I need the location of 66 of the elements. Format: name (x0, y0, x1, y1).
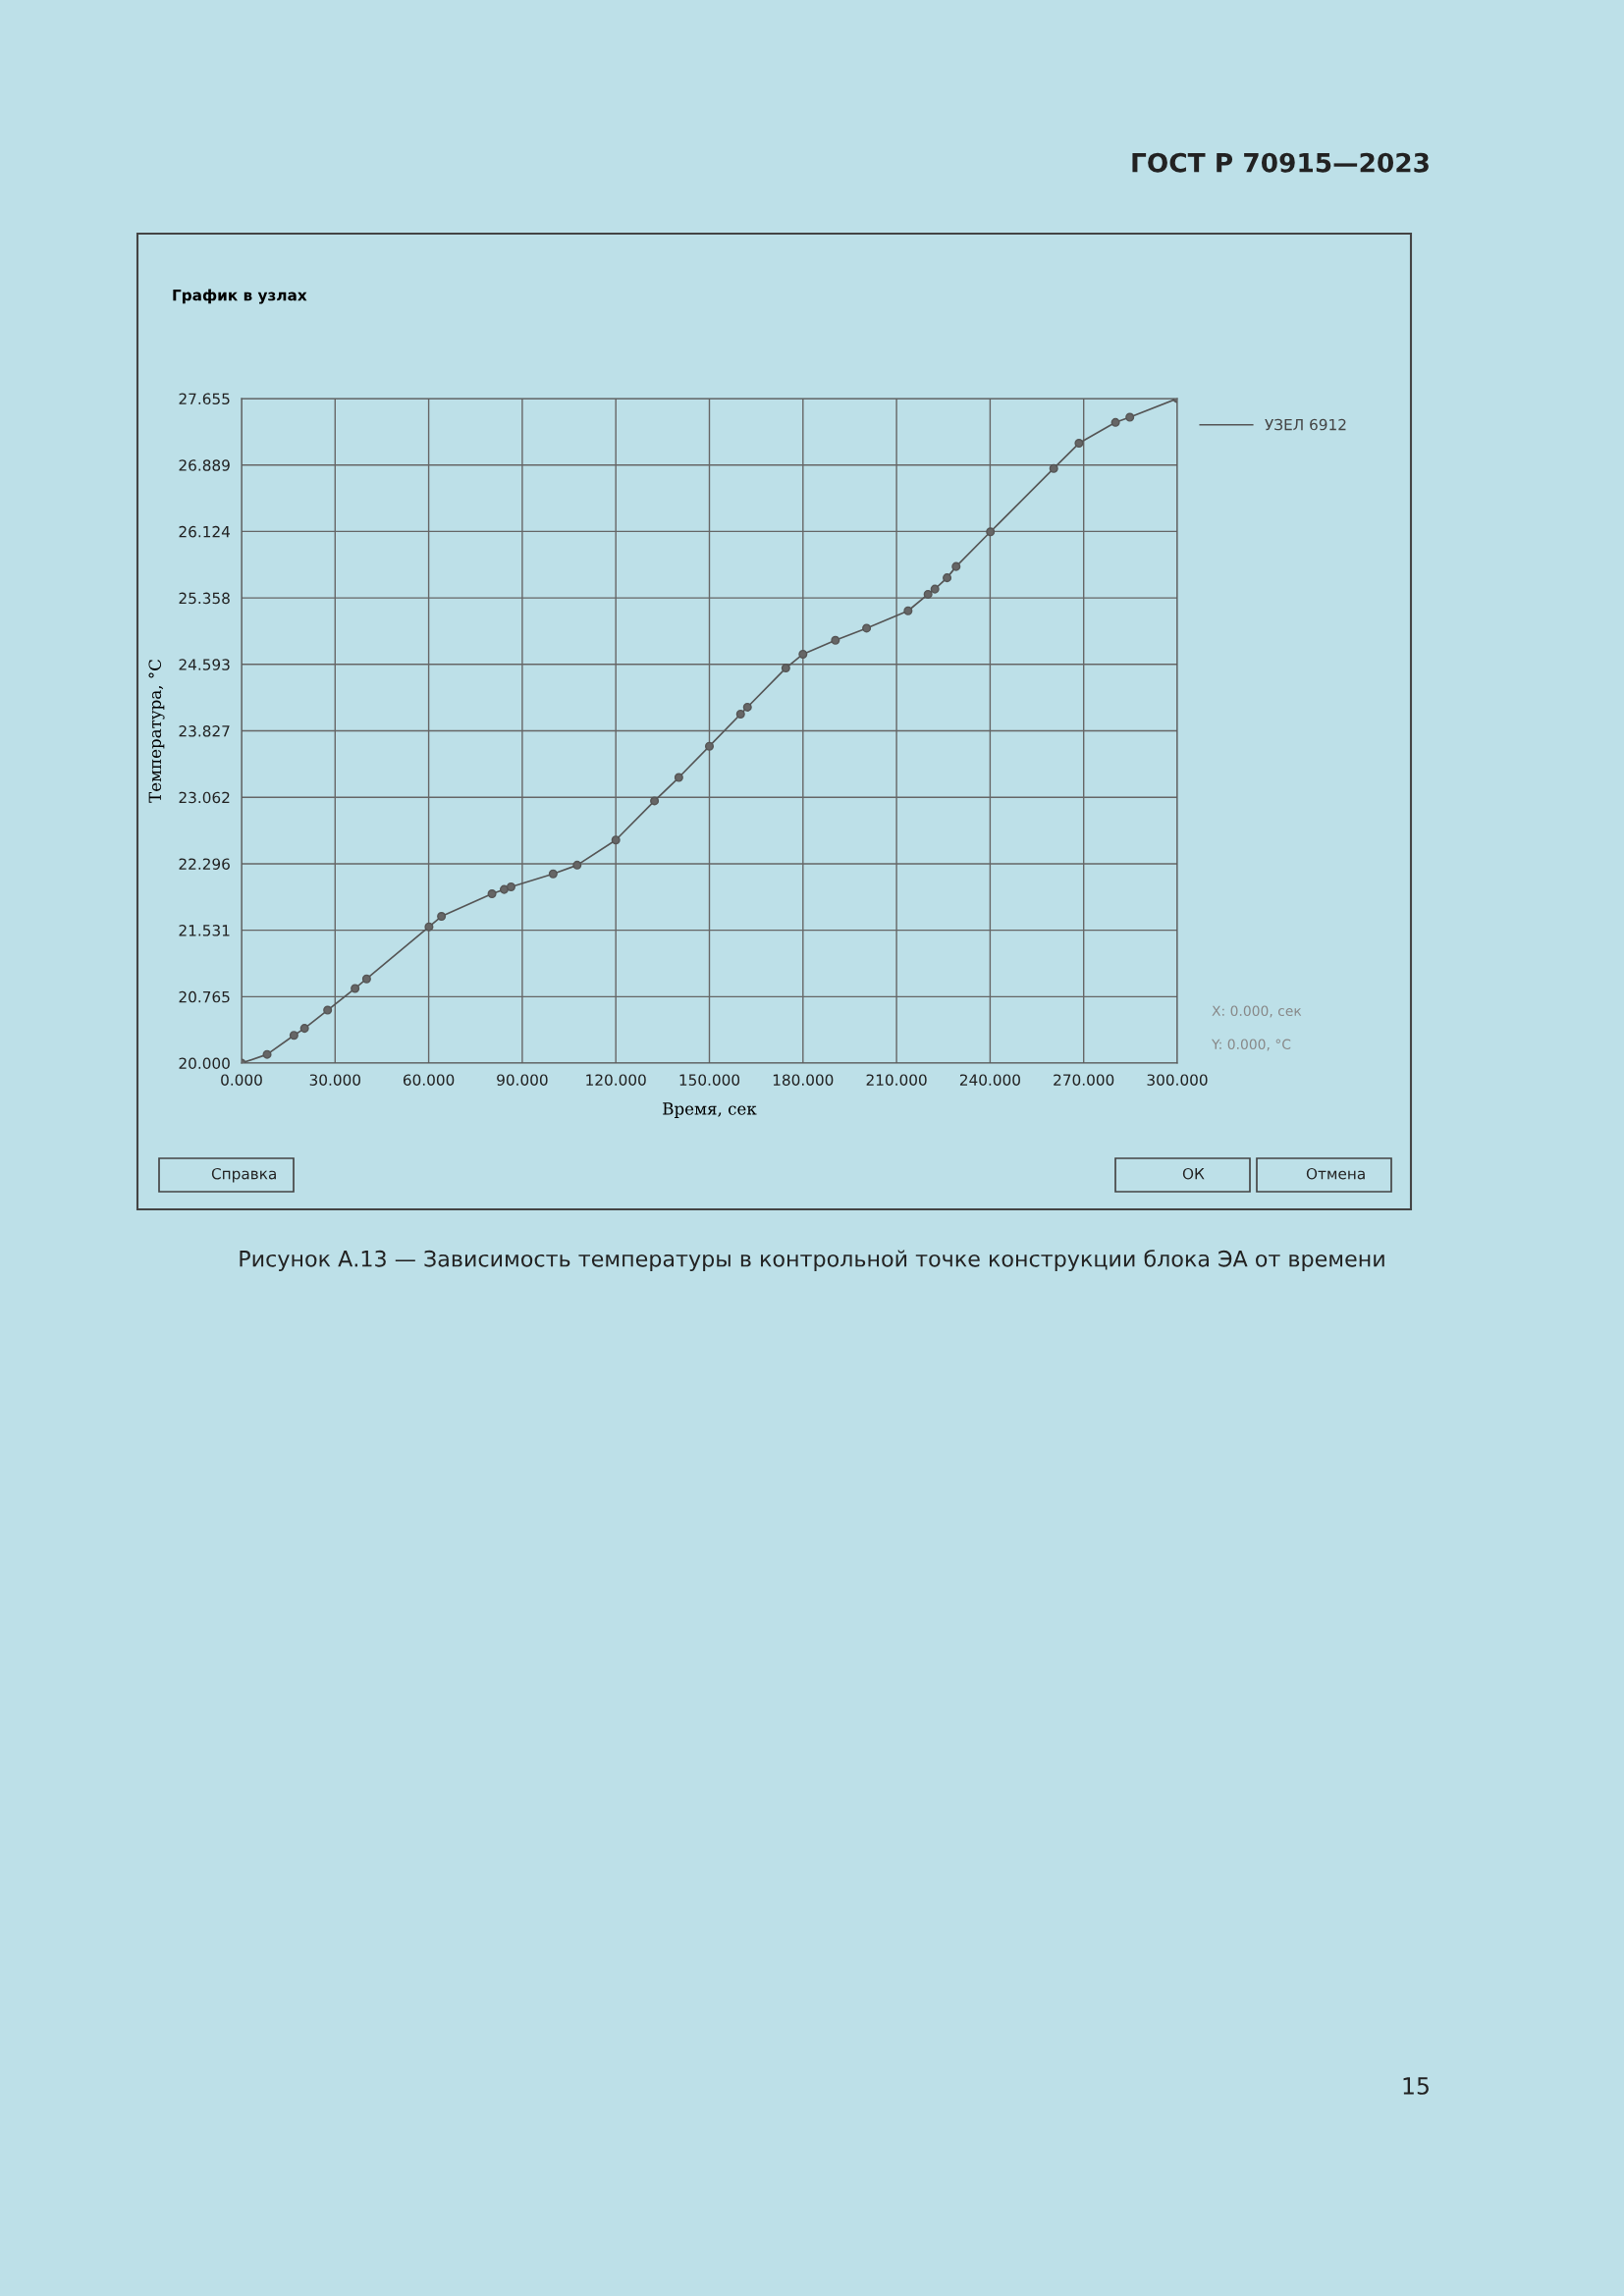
point (951, 561, 961, 571)
point (611, 835, 621, 845)
y-tick-label: 26.124 (179, 525, 231, 538)
x-tick-label: 60.000 (403, 1074, 455, 1086)
point (262, 1049, 272, 1059)
y-tick-label: 21.531 (179, 925, 230, 936)
x-axis-title: Время, сек (663, 1102, 757, 1118)
x-tick-label: 180.000 (773, 1074, 834, 1086)
y-tick-label: 20.765 (179, 990, 230, 1003)
y-axis-title: Температура, °С (148, 660, 165, 803)
x-tick-label: 120.000 (586, 1074, 646, 1086)
text: 15 (1403, 2077, 1429, 2095)
point (289, 1031, 298, 1041)
text: Рисунок А.13 — Зависимость температуры в контрольной точке конструкции блока ЭА от времени (240, 1250, 1384, 1271)
point (548, 869, 558, 879)
point (923, 589, 933, 599)
point (650, 796, 660, 806)
x-tick-label: 150.000 (679, 1074, 740, 1086)
point (986, 527, 996, 537)
x-tick-label: 240.000 (959, 1074, 1020, 1086)
point (361, 974, 371, 984)
point (299, 1024, 309, 1034)
point (831, 635, 840, 645)
point (487, 889, 497, 899)
legend-label: УЗЕЛ 6912 (1265, 418, 1346, 431)
x-tick-label: 300.000 (1147, 1074, 1208, 1086)
point (437, 912, 447, 922)
point (735, 709, 745, 719)
y-tick-label: 25.358 (179, 592, 230, 605)
y-tick-label: 23.827 (179, 725, 230, 737)
point (572, 860, 582, 870)
point (674, 773, 683, 782)
y-tick-label: 26.889 (179, 459, 230, 471)
point (742, 702, 752, 712)
x-tick-label: 90.000 (497, 1074, 548, 1086)
point (930, 584, 940, 594)
point (323, 1005, 333, 1015)
y-tick-label: 27.655 (179, 393, 230, 405)
x-tick-label: 210.000 (866, 1074, 927, 1086)
point (798, 649, 808, 659)
point (1074, 439, 1084, 449)
point (781, 664, 790, 673)
text: Справка (211, 1167, 276, 1183)
y-tick-label: 24.593 (179, 659, 230, 670)
text: ГОСТ Р 70915—2023 (1132, 152, 1429, 173)
x-tick-label: 30.000 (309, 1074, 361, 1086)
text: Y: 0.000, °C (1211, 1039, 1291, 1051)
point (1110, 417, 1120, 427)
point (1049, 463, 1058, 473)
x-tick-label: 0.000 (221, 1074, 262, 1086)
point (424, 922, 434, 932)
point (351, 984, 360, 993)
point (943, 573, 952, 583)
point (903, 606, 913, 615)
point (506, 881, 515, 891)
x-tick-label: 270.000 (1054, 1074, 1114, 1086)
y-tick-label: 22.296 (179, 858, 230, 870)
point (704, 741, 715, 751)
text: ОК (1182, 1167, 1205, 1180)
text: X: 0.000, сек (1212, 1005, 1302, 1018)
y-tick-label: 20.000 (179, 1057, 230, 1070)
chart-subtitle: График в узлах (173, 289, 307, 304)
text: Отмена (1306, 1167, 1365, 1180)
point (1125, 412, 1135, 422)
y-tick-label: 23.062 (179, 791, 230, 804)
point (862, 623, 872, 633)
